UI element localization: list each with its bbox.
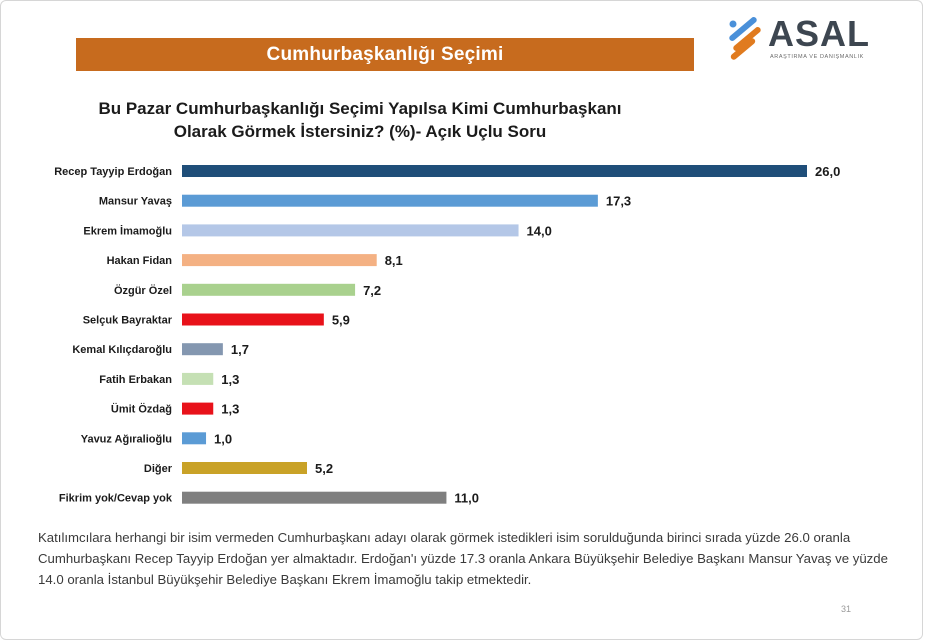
bar [182, 491, 447, 504]
bar [182, 462, 307, 474]
data-label: 26,0 [815, 164, 840, 179]
category-label: Kemal Kılıçdaroğlu [72, 344, 172, 356]
banner-title: Cumhurbaşkanlığı Seçimi [266, 43, 504, 65]
logo-subtitle: ARAŞTIRMA VE DANIŞMANLIK [770, 54, 864, 60]
bar [182, 432, 207, 445]
bar [182, 343, 223, 356]
category-label: Ümit Özdağ [111, 403, 172, 416]
data-label: 5,9 [332, 313, 350, 328]
logo-mark-icon [729, 17, 761, 60]
category-label: Diğer [144, 463, 173, 475]
data-label: 11,0 [454, 491, 479, 506]
data-label: 1,0 [214, 431, 232, 446]
section-banner: Cumhurbaşkanlığı Seçimi [76, 38, 694, 71]
bar [182, 165, 807, 177]
data-label: 1,7 [231, 342, 249, 357]
description-text: Katılımcılara herhangi bir isim vermeden… [38, 530, 888, 587]
category-label: Mansur Yavaş [99, 196, 172, 208]
chart-title: Bu Pazar Cumhurbaşkanlığı Seçimi Yapılsa… [0, 97, 720, 143]
company-logo: ASAL ARAŞTIRMA VE DANIŞMANLIK [724, 14, 894, 66]
bar [182, 313, 324, 326]
data-label: 1,3 [221, 372, 239, 387]
page-number: 31 [841, 604, 852, 614]
bar [182, 372, 214, 385]
category-label: Ekrem İmamoğlu [83, 224, 172, 237]
data-label: 5,2 [315, 461, 333, 476]
data-label: 8,1 [385, 253, 403, 268]
bar [182, 402, 214, 415]
category-label: Selçuk Bayraktar [83, 315, 173, 327]
category-label: Özgür Özel [114, 284, 172, 297]
data-label: 14,0 [527, 223, 552, 238]
bar-chart: Recep Tayyip Erdoğan 26,0 Mansur Yavaş 17,3… [54, 164, 840, 506]
bar [182, 224, 519, 237]
data-label: 1,3 [221, 402, 239, 417]
logo-wordmark: ASAL [768, 13, 870, 54]
data-label: 17,3 [606, 194, 631, 209]
category-label: Hakan Fidan [107, 255, 173, 267]
bar [182, 283, 356, 296]
data-label: 7,2 [363, 283, 381, 298]
chart-title-line-2: Olarak Görmek İstersiniz? (%)- Açık Uçlu… [173, 122, 547, 141]
category-label: Yavuz Ağıralioğlu [81, 433, 172, 445]
category-label: Fatih Erbakan [99, 374, 172, 386]
category-label: Recep Tayyip Erdoğan [54, 166, 172, 178]
chart-title-line-1: Bu Pazar Cumhurbaşkanlığı Seçimi Yapılsa… [98, 99, 622, 118]
category-label: Fikrim yok/Cevap yok [59, 493, 173, 505]
bar [182, 194, 598, 207]
bar [182, 254, 377, 267]
